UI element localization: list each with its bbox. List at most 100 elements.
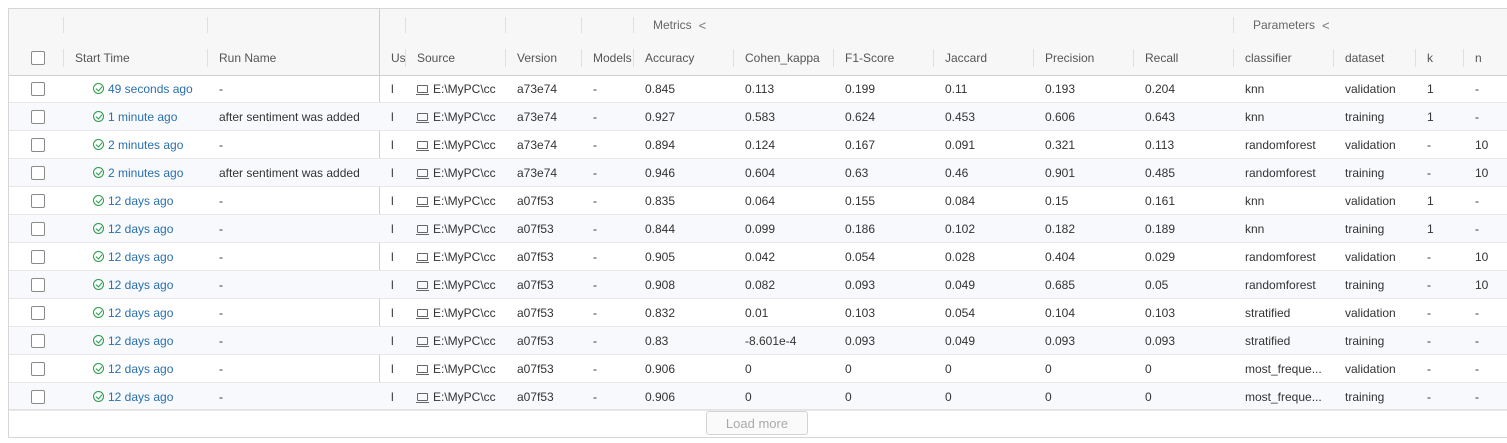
dataset-cell: validation (1345, 305, 1396, 320)
col-classifier[interactable]: classifier (1245, 51, 1292, 65)
col-k[interactable]: k (1427, 51, 1433, 65)
source-cell[interactable]: E:\MyPC\cc (407, 75, 507, 102)
recall-cell: 0.161 (1145, 193, 1176, 208)
source-cell[interactable]: E:\MyPC\cc (407, 159, 507, 186)
dataset-cell: validation (1345, 361, 1396, 376)
table-row[interactable]: 12 days ago E:\MyPC\cc - l a07f53 - 0.844 0.099… (9, 215, 1507, 243)
user-cell: l (391, 137, 394, 152)
col-jaccard[interactable]: Jaccard (945, 51, 988, 65)
metrics-group-header[interactable]: Metrics < (643, 9, 843, 41)
col-start-time[interactable]: Start Time (75, 51, 130, 65)
success-check-icon (93, 223, 104, 234)
row-checkbox[interactable] (31, 361, 45, 376)
column-header-row: Start Time Run Name Us Source Version Mo… (9, 41, 1507, 76)
col-models[interactable]: Models (593, 51, 632, 65)
col-cohen-kappa[interactable]: Cohen_kappa (745, 51, 820, 65)
row-checkbox[interactable] (31, 389, 45, 404)
source-cell[interactable]: E:\MyPC\cc (407, 383, 507, 410)
table-row[interactable]: 2 minutes ago E:\MyPC\cc - l a73e74 - 0.894 0.1… (9, 131, 1507, 159)
table-row[interactable]: 12 days ago E:\MyPC\cc - l a07f53 - 0.832 0.01 0… (9, 299, 1507, 327)
run-time-link[interactable]: 12 days ago (93, 222, 173, 236)
col-accuracy[interactable]: Accuracy (645, 51, 695, 65)
accuracy-cell: 0.832 (645, 305, 676, 320)
jaccard-cell: 0.102 (945, 221, 976, 236)
source-cell[interactable]: E:\MyPC\cc (407, 243, 507, 270)
k-cell: 1 (1427, 81, 1434, 96)
accuracy-cell: 0.908 (645, 277, 676, 292)
run-time-link[interactable]: 12 days ago (93, 250, 173, 264)
collapse-chevron-icon[interactable]: < (698, 17, 707, 33)
source-cell[interactable]: E:\MyPC\cc (407, 187, 507, 214)
run-name-cell: - (219, 137, 223, 152)
col-version[interactable]: Version (517, 51, 558, 65)
col-n[interactable]: n (1475, 51, 1482, 65)
row-checkbox[interactable] (31, 249, 45, 264)
row-checkbox[interactable] (31, 137, 45, 152)
row-checkbox[interactable] (31, 333, 45, 348)
source-cell[interactable]: E:\MyPC\cc (407, 355, 507, 382)
row-checkbox[interactable] (31, 109, 45, 124)
source-cell[interactable]: E:\MyPC\cc (407, 215, 507, 242)
source-cell[interactable]: E:\MyPC\cc (407, 271, 507, 298)
run-time-link[interactable]: 12 days ago (93, 194, 173, 208)
run-time-link[interactable]: 49 seconds ago (93, 82, 193, 96)
run-time-link[interactable]: 12 days ago (93, 390, 173, 404)
source-cell[interactable]: E:\MyPC\cc (407, 103, 507, 130)
row-checkbox[interactable] (31, 277, 45, 292)
col-user[interactable]: Us (391, 51, 406, 65)
table-row[interactable]: 49 seconds ago E:\MyPC\cc - l a73e74 - 0.845 0.… (9, 75, 1507, 103)
cohen-kappa-cell: 0.113 (745, 81, 775, 96)
source-cell[interactable]: E:\MyPC\cc (407, 131, 507, 158)
computer-icon (416, 364, 429, 375)
precision-cell: 0.104 (1045, 305, 1076, 320)
run-time-link[interactable]: 2 minutes ago (93, 166, 183, 180)
version-cell: a07f53 (517, 249, 554, 264)
collapse-chevron-icon[interactable]: < (1322, 17, 1330, 33)
run-time-link[interactable]: 12 days ago (93, 306, 173, 320)
parameters-group-header[interactable]: Parameters < (1243, 9, 1443, 41)
run-name-cell: after sentiment was added (219, 109, 360, 124)
models-cell: - (593, 165, 597, 180)
row-checkbox[interactable] (31, 165, 45, 180)
source-cell[interactable]: E:\MyPC\cc (407, 327, 507, 354)
col-f1-score[interactable]: F1-Score (845, 51, 895, 65)
f1-score-cell: 0.103 (845, 305, 876, 320)
table-row[interactable]: 12 days ago E:\MyPC\cc - l a07f53 - 0.906 0 0 0 0 0… (9, 355, 1507, 383)
run-time-link[interactable]: 1 minute ago (93, 110, 177, 124)
user-cell: l (391, 165, 394, 180)
row-checkbox[interactable] (31, 221, 45, 236)
table-row[interactable]: 12 days ago E:\MyPC\cc - l a07f53 - 0.835 0.064… (9, 187, 1507, 215)
table-row[interactable]: 1 minute ago E:\MyPC\cc after sentiment wa… (9, 103, 1507, 131)
run-time-link[interactable]: 12 days ago (93, 278, 173, 292)
f1-score-cell: 0.186 (845, 221, 876, 236)
col-precision[interactable]: Precision (1045, 51, 1095, 65)
row-checkbox[interactable] (31, 305, 45, 320)
row-checkbox[interactable] (31, 81, 45, 96)
table-row[interactable]: 12 days ago E:\MyPC\cc - l a07f53 - 0.905 0.042… (9, 243, 1507, 271)
source-cell[interactable]: E:\MyPC\cc (407, 299, 507, 326)
precision-cell: 0.193 (1045, 81, 1076, 96)
table-row[interactable]: 2 minutes ago E:\MyPC\cc after sentiment w… (9, 159, 1507, 187)
version-cell: a73e74 (517, 137, 558, 152)
source-label: E:\MyPC\cc (433, 305, 496, 320)
run-name-cell: - (219, 277, 223, 292)
source-label: E:\MyPC\cc (433, 221, 496, 236)
run-time-link[interactable]: 2 minutes ago (93, 138, 183, 152)
table-row[interactable]: 12 days ago E:\MyPC\cc - l a07f53 - 0.906 0 0 0 0 0… (9, 383, 1507, 411)
n-cell: - (1475, 333, 1479, 348)
col-recall[interactable]: Recall (1145, 51, 1179, 65)
row-checkbox-cell (21, 271, 61, 298)
select-all-checkbox[interactable] (31, 51, 45, 65)
table-row[interactable]: 12 days ago E:\MyPC\cc - l a07f53 - 0.908 0.082… (9, 271, 1507, 299)
row-checkbox[interactable] (31, 193, 45, 208)
col-run-name[interactable]: Run Name (219, 51, 277, 65)
table-row[interactable]: 12 days ago E:\MyPC\cc - l a07f53 - 0.83 -8.601… (9, 327, 1507, 355)
recall-cell: 0.643 (1145, 109, 1176, 124)
run-time-label: 12 days ago (108, 193, 174, 208)
load-more-button[interactable]: Load more (706, 411, 808, 435)
source-label: E:\MyPC\cc (433, 277, 496, 292)
col-source[interactable]: Source (417, 51, 456, 65)
run-time-link[interactable]: 12 days ago (93, 334, 173, 348)
run-time-link[interactable]: 12 days ago (93, 362, 173, 376)
col-dataset[interactable]: dataset (1345, 51, 1385, 65)
